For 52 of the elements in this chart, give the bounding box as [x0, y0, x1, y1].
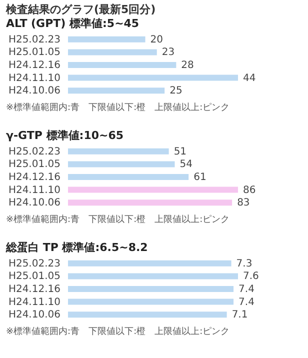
y-tick-label: H24.12.16: [8, 284, 60, 295]
data-label: 20: [150, 34, 164, 46]
data-label: 54: [180, 159, 192, 170]
bar: [68, 260, 232, 266]
data-label: 7.4: [238, 284, 254, 295]
y-tick-label: H24.11.10: [8, 296, 60, 308]
data-label: 83: [237, 198, 250, 209]
bar: [68, 88, 165, 94]
data-label: 25: [170, 86, 182, 97]
data-label: 23: [162, 47, 175, 58]
text: 検査結果のグラフ(最新5回分): [5, 3, 156, 16]
bar: [68, 200, 232, 206]
chart-title: 総蛋白 TP 標準値:6.5~8.2: [5, 241, 148, 254]
bar: [68, 36, 146, 42]
bar: [68, 273, 238, 280]
data-label: 44: [243, 72, 256, 84]
bar: [68, 174, 189, 180]
bar: [68, 298, 234, 305]
bar: [68, 62, 176, 68]
bar: [68, 148, 169, 154]
y-tick-label: H24.12.16: [8, 60, 60, 71]
data-label: 28: [181, 60, 194, 71]
bar: [68, 186, 238, 193]
y-tick-label: H24.10.06: [8, 310, 60, 321]
data-label: 61: [194, 172, 206, 183]
text: ※標準値範囲内:青 下限値以下:橙 上限値以上:ピンク: [6, 214, 230, 225]
data-label: 7.3: [236, 258, 252, 270]
y-tick-label: H24.10.06: [8, 198, 60, 209]
y-tick-label: H25.02.23: [8, 146, 60, 158]
bar: [68, 312, 227, 318]
bar: [68, 74, 238, 81]
data-label: 51: [174, 146, 187, 158]
y-tick-label: H24.12.16: [8, 172, 60, 183]
y-tick-label: H24.11.10: [8, 72, 60, 84]
bar: [68, 286, 234, 292]
chart-title: γ-GTP 標準値:10~65: [6, 129, 124, 142]
text: ※標準値範囲内:青 下限値以下:橙 上限値以上:ピンク: [6, 326, 230, 337]
data-label: 86: [243, 184, 256, 196]
data-label: 7.4: [238, 296, 254, 308]
y-tick-label: H25.02.23: [8, 258, 60, 270]
data-label: 7.1: [232, 310, 248, 321]
bar: [68, 49, 157, 56]
y-tick-label: H25.01.05: [8, 47, 60, 58]
y-tick-label: H24.10.06: [8, 86, 60, 97]
chart-title: ALT (GPT) 標準値:5~45: [6, 17, 140, 30]
y-tick-label: H25.01.05: [8, 271, 60, 282]
bar: [68, 161, 175, 168]
y-tick-label: H25.01.05: [8, 159, 60, 170]
text: ※標準値範囲内:青 下限値以下:橙 上限値以上:ピンク: [6, 102, 230, 113]
y-tick-label: H24.11.10: [8, 184, 60, 196]
data-label: 7.6: [243, 271, 259, 282]
y-tick-label: H25.02.23: [8, 34, 60, 46]
